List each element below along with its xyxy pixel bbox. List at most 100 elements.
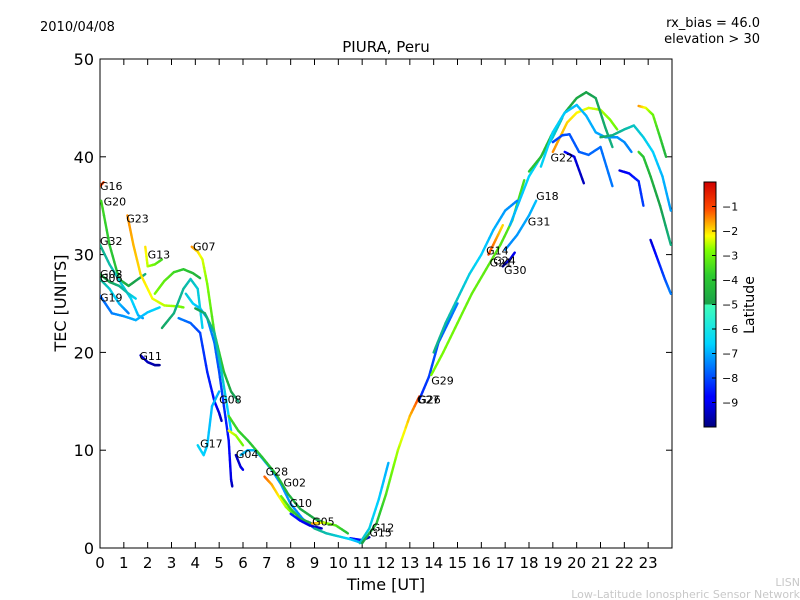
series-g19 <box>100 294 161 322</box>
data-segment <box>384 485 390 496</box>
satellite-label-g14: G14 <box>486 245 509 258</box>
series-g11 <box>139 354 161 367</box>
series-g09d <box>618 169 645 207</box>
data-segment <box>581 177 586 185</box>
y-tick-label: 50 <box>74 50 94 69</box>
data-segment <box>229 424 233 432</box>
series-g09b <box>637 104 668 159</box>
series-g16 <box>100 181 105 188</box>
x-tick-label: 15 <box>448 554 467 572</box>
data-segment <box>500 224 504 229</box>
x-tick-label: 18 <box>519 554 538 572</box>
x-tick-label: 6 <box>238 554 248 572</box>
series-g30 <box>501 251 516 268</box>
series-g26 <box>360 395 421 545</box>
satellite-label-g19: G19 <box>100 292 123 305</box>
colorbar-tick-label: −5 <box>722 299 738 312</box>
data-segment <box>101 181 105 185</box>
x-axis-label: Time [UT] <box>346 575 425 594</box>
series-g10 <box>289 512 323 530</box>
satellite-label-g10: G10 <box>289 497 312 510</box>
series-g08 <box>177 316 223 423</box>
satellite-label-g18: G18 <box>536 190 559 203</box>
data-segment <box>513 199 519 204</box>
data-segment <box>216 390 221 396</box>
x-tick-label: 5 <box>214 554 224 572</box>
data-segment <box>210 315 215 326</box>
x-tick-label: 2 <box>143 554 153 572</box>
satellite-label-g30: G30 <box>504 264 527 277</box>
satellite-label-g05: G05 <box>312 516 335 529</box>
colorbar-tick-label: −3 <box>722 250 738 263</box>
satellite-label-g12: G12 <box>372 521 395 534</box>
data-segment <box>641 200 645 207</box>
data-segment <box>142 272 147 277</box>
satellite-label-g24: G24 <box>493 254 516 267</box>
data-segment <box>159 258 164 262</box>
data-segment <box>104 221 108 232</box>
series-g12 <box>313 527 364 545</box>
series-g05 <box>310 521 350 535</box>
data-segment <box>106 236 111 247</box>
data-segment <box>614 126 619 131</box>
data-segment <box>125 310 130 315</box>
x-tick-label: 4 <box>191 554 201 572</box>
x-tick-label: 14 <box>424 554 443 572</box>
x-tick-label: 20 <box>567 554 586 572</box>
series-g22d <box>563 150 586 185</box>
data-segment <box>208 299 213 310</box>
series-g17c <box>227 414 330 526</box>
satellite-label-g28: G28 <box>266 466 289 479</box>
x-tick-label: 12 <box>376 554 395 572</box>
x-tick-label: 1 <box>119 554 129 572</box>
series-g04 <box>234 453 245 471</box>
colorbar-ticks: −1 −2 −3 −4 −5 −6 −7 −8 −9 <box>712 201 738 410</box>
data-segment <box>663 152 668 159</box>
satellite-label-g31: G31 <box>528 215 551 228</box>
elevation-label: elevation > 30 <box>664 32 760 47</box>
data-segment <box>386 478 392 489</box>
data-segment <box>102 214 107 225</box>
x-tick-label: 10 <box>329 554 348 572</box>
data-segment <box>512 251 516 255</box>
satellite-label-g03: G03 <box>100 268 123 281</box>
series-g17b <box>227 429 245 447</box>
data-segment <box>207 290 211 302</box>
x-tick-label: 22 <box>615 554 634 572</box>
satellite-label-g23: G23 <box>126 212 149 225</box>
series-g28 <box>263 475 295 515</box>
x-tick-label: 16 <box>472 554 491 572</box>
plot-area <box>99 58 673 549</box>
series-g09c <box>637 150 672 247</box>
date-label: 2010/04/08 <box>40 20 115 35</box>
x-tick-label: 7 <box>262 554 272 572</box>
series-g12b <box>358 461 390 545</box>
satellite-label-g07: G07 <box>193 241 216 254</box>
series-g23 <box>126 214 185 309</box>
data-segment <box>533 199 538 205</box>
satellite-label-g16: G16 <box>100 180 123 193</box>
data-segment <box>100 199 104 210</box>
data-segment <box>290 511 295 515</box>
satellite-label-g15: G15 <box>369 526 392 539</box>
data-segment <box>392 456 398 467</box>
y-tick-label: 30 <box>74 246 94 265</box>
x-tick-label: 13 <box>400 554 419 572</box>
footer-org-short: LISN <box>775 576 800 589</box>
satellite-label-g22: G22 <box>550 152 573 165</box>
series-g15x <box>160 277 204 330</box>
series-g09 <box>599 124 672 212</box>
series-g13 <box>144 245 164 268</box>
data-segment <box>388 471 394 481</box>
data-segment <box>209 307 214 318</box>
data-segment <box>240 442 245 447</box>
satellite-label-g21: G21 <box>490 256 513 269</box>
y-tick-label: 20 <box>74 343 94 362</box>
series-layer <box>100 91 672 545</box>
series-g03 <box>100 272 137 300</box>
satellite-label-g27: G27 <box>417 393 440 406</box>
x-tick-label: 17 <box>496 554 515 572</box>
series-g21 <box>539 103 633 168</box>
